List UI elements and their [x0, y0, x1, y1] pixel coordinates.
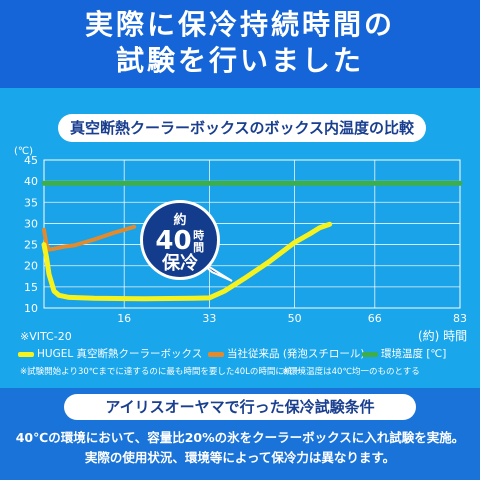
y-tick-label: 35: [24, 196, 38, 209]
legend-item-conventional: 当社従来品 (発泡スチロール): [208, 345, 365, 363]
legend-swatch-ambient: [362, 351, 378, 357]
temperature-chart: 10 15 20 25 30 35 40 45 16 33 50 66 83 (℃): [14, 146, 467, 325]
badge-number: 40: [155, 226, 192, 256]
y-tick-label: 20: [24, 260, 38, 273]
duration-badge: 約 40 時間 保冷: [140, 200, 220, 280]
series-line-conventional: [42, 224, 137, 252]
page-title-line1: 実際に保冷持続時間の: [84, 8, 395, 41]
x-tick-label: 83: [453, 312, 467, 325]
y-axis-label: (℃): [14, 146, 33, 157]
y-tick-label: 10: [24, 302, 38, 315]
legend-item-ambient: 環境温度 [℃]: [362, 345, 446, 363]
y-tick-label: 30: [24, 217, 38, 230]
note-ambient: ※環境温度は40℃均一のものとする: [282, 367, 420, 377]
legend-label-conventional: 当社従来品 (発泡スチロール): [227, 348, 365, 360]
legend-item-hugel: HUGEL 真空断熱クーラーボックス: [18, 345, 202, 363]
legend-label-hugel: HUGEL 真空断熱クーラーボックス: [37, 348, 203, 360]
title-band: [0, 0, 480, 88]
y-tick-label: 25: [24, 239, 38, 252]
legend-swatch-conventional: [208, 351, 224, 357]
x-axis-label: (約) 時間: [418, 329, 468, 343]
series-line-hugel: [41, 221, 333, 302]
note-test-time: ※試験開始より30℃までに達するのに最も時間を要した40Lの時間に統一: [20, 367, 301, 377]
x-tick-label: 66: [368, 312, 382, 325]
badge-approx: 約: [173, 213, 187, 228]
badge-label: 保冷: [162, 253, 198, 274]
chart-title: 真空断熱クーラーボックスのボックス内温度の比較: [58, 114, 426, 142]
y-tick-label: 15: [24, 281, 38, 294]
conditions-line1: 40℃の環境において、容量比20%の氷をクーラーボックスに入れ試験を実施。: [15, 430, 465, 445]
conditions-heading: アイリスオーヤマで行った保冷試験条件: [64, 394, 416, 420]
badge-unit: 時間: [193, 229, 205, 254]
x-tick-label: 33: [202, 312, 216, 325]
model-footnote: ※VITC-20: [20, 330, 72, 343]
chart-legend: HUGEL 真空断熱クーラーボックス 当社従来品 (発泡スチロール) 環境温度 …: [18, 345, 478, 363]
x-tick-label: 50: [288, 312, 302, 325]
y-tick-label: 40: [24, 175, 38, 188]
legend-label-ambient: 環境温度 [℃]: [381, 348, 447, 360]
page-title-line2: 試験を行いました: [115, 44, 364, 77]
legend-swatch-hugel: [18, 351, 34, 357]
x-tick-label: 16: [117, 312, 131, 325]
conditions-line2: 実際の使用状況、環境等によって保冷力は異なります。: [84, 450, 396, 465]
y-tick-label: 45: [24, 154, 38, 167]
